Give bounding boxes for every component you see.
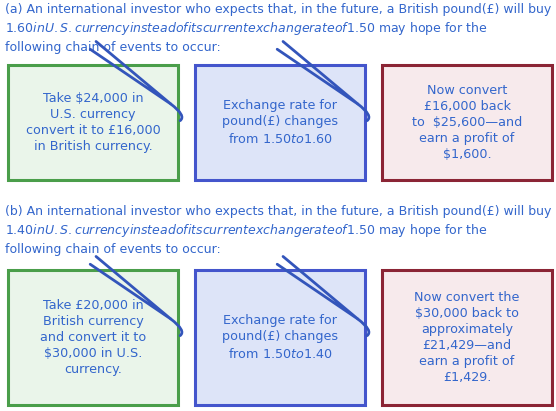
FancyBboxPatch shape: [195, 270, 365, 405]
Text: Take £20,000 in
British currency
and convert it to
$30,000 in U.S.
currency.: Take £20,000 in British currency and con…: [40, 299, 146, 376]
FancyBboxPatch shape: [382, 65, 552, 180]
Text: Take $24,000 in
U.S. currency
convert it to £16,000
in British currency.: Take $24,000 in U.S. currency convert it…: [26, 92, 160, 153]
FancyBboxPatch shape: [8, 270, 178, 405]
FancyBboxPatch shape: [382, 270, 552, 405]
Text: (a) An international investor who expects that, in the future, a British pound(£: (a) An international investor who expect…: [5, 3, 551, 54]
Text: (b) An international investor who expects that, in the future, a British pound(£: (b) An international investor who expect…: [5, 205, 556, 256]
Text: Exchange rate for
pound(£) changes
from $1.50 to $1.40: Exchange rate for pound(£) changes from …: [222, 314, 338, 360]
Text: Now convert the
$30,000 back to
approximately
£21,429—and
earn a profit of
£1,42: Now convert the $30,000 back to approxim…: [414, 291, 520, 384]
FancyBboxPatch shape: [8, 65, 178, 180]
Text: Exchange rate for
pound(£) changes
from $1.50 to $1.60: Exchange rate for pound(£) changes from …: [222, 99, 338, 145]
FancyBboxPatch shape: [195, 65, 365, 180]
Text: Now convert
£16,000 back
to  $25,600—and
earn a profit of
$1,600.: Now convert £16,000 back to $25,600—and …: [412, 84, 522, 161]
